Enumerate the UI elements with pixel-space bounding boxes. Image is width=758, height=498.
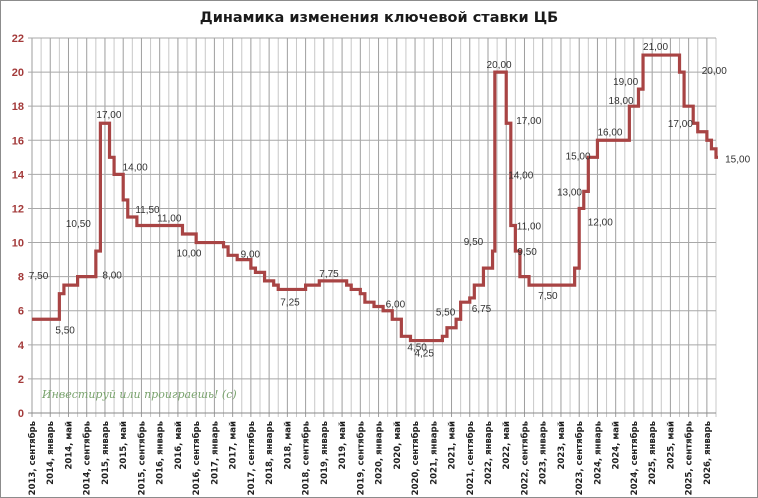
data-labels: 7,505,5010,508,0017,0014,0011,5011,0010,… [29,42,751,360]
x-tick-label: 2019, май [338,421,348,470]
x-tick-label: 2019, сентябрь [355,421,366,495]
x-tick-label: 2020, сентябрь [410,421,421,495]
data-label: 10,00 [176,249,201,260]
x-tick-label: 2024, май [612,421,622,470]
data-label: 5,50 [436,307,456,318]
x-tick-label: 2019, январь [320,421,330,485]
y-tick-label: 20 [12,67,24,79]
x-tick-label: 2016, сентябрь [191,421,202,495]
y-axis-ticks: 0 2 4 6 8 10 12 14 16 18 20 22 [12,33,25,420]
data-label: 4,25 [414,349,434,360]
data-label: 4,50 [407,342,427,353]
x-tick-label: 2021, май [448,421,458,470]
x-tick-label: 2018, сентябрь [301,421,312,495]
data-label: 14,00 [123,162,148,173]
x-tick-label: 2013, сентябрь [27,421,38,495]
x-tick-label: 2015, сентябрь [136,421,147,495]
x-tick-label: 2016, май [174,421,184,470]
data-label: 6,00 [386,300,406,311]
key-rate-line [32,53,718,343]
data-label: 14,00 [508,170,533,181]
y-tick-label: 10 [12,238,24,250]
y-tick-label: 18 [12,101,24,113]
grid-lines [28,37,717,417]
x-tick-label: 2020, май [393,421,403,470]
x-tick-label: 2022, сентябрь [519,421,530,495]
data-label: 7,50 [29,271,49,282]
y-tick-label: 14 [12,169,25,181]
x-tick-label: 2017, январь [210,421,220,485]
data-label: 12,00 [588,217,613,228]
y-tick-label: 22 [12,33,24,45]
data-label: 17,00 [668,119,693,130]
x-axis-ticks: 2013, сентябрь 2014, январь 2014, май 2014,… [27,421,713,495]
data-label: 7,75 [319,269,339,280]
x-tick-label: 2015, январь [101,421,111,485]
y-tick-label: 4 [18,340,25,352]
x-tick-label: 2018, январь [265,421,275,485]
y-tick-label: 6 [18,306,24,318]
data-label: 15,00 [566,151,591,162]
x-tick-label: 2014, январь [46,421,56,485]
data-label: 20,00 [702,66,727,77]
data-label: 17,00 [96,110,121,121]
data-label: 20,00 [487,60,512,71]
x-tick-label: 2018, май [283,421,293,470]
x-tick-label: 2026, январь [703,421,713,485]
data-label: 6,75 [472,304,492,315]
y-tick-label: 8 [18,272,24,284]
x-tick-label: 2024, январь [593,421,603,485]
x-tick-label: 2021, сентябрь [465,421,476,495]
x-tick-label: 2024, сентябрь [629,421,640,495]
data-label: 11,50 [135,205,160,216]
data-label: 18,00 [609,96,634,107]
chart-title: Динамика изменения ключевой ставки ЦБ [199,10,559,26]
data-label: 9,00 [241,250,261,261]
x-tick-label: 2021, январь [429,421,439,485]
data-label: 21,00 [643,42,668,53]
x-tick-label: 2022, январь [484,421,494,485]
data-label: 9,50 [517,247,537,258]
data-label: 9,50 [464,237,484,248]
data-label: 10,50 [66,219,91,230]
data-label: 16,00 [597,127,622,138]
x-tick-label: 2015, май [119,421,129,470]
x-tick-label: 2017, сентябрь [246,421,257,495]
data-label: 11,00 [157,214,182,225]
x-tick-label: 2014, май [64,421,74,470]
data-label: 15,00 [725,154,750,165]
data-label: 7,50 [538,291,558,302]
x-tick-label: 2016, январь [156,421,166,485]
x-tick-label: 2023, май [557,421,567,470]
y-tick-label: 12 [12,203,24,215]
x-tick-label: 2025, май [666,421,676,470]
x-tick-label: 2022, май [502,421,512,470]
data-label: 11,00 [517,222,542,233]
watermark-text: Инвестируй или проиграешь! (с) [41,388,237,401]
y-tick-label: 2 [18,374,24,386]
x-tick-label: 2025, сентябрь [684,421,695,495]
data-label: 8,00 [102,271,122,282]
x-tick-label: 2017, май [229,421,239,470]
x-tick-label: 2020, январь [375,421,385,485]
data-label: 13,00 [557,187,582,198]
y-tick-label: 0 [18,408,24,420]
y-tick-label: 16 [12,135,24,147]
x-tick-label: 2023, январь [539,421,549,485]
x-tick-label: 2014, сентябрь [82,421,93,495]
x-tick-label: 2025, январь [648,421,658,485]
x-tick-label: 2023, сентябрь [574,421,585,495]
data-label: 7,25 [280,297,300,308]
data-label: 5,50 [55,325,75,336]
data-label: 19,00 [613,77,638,88]
data-label: 17,00 [516,116,541,127]
